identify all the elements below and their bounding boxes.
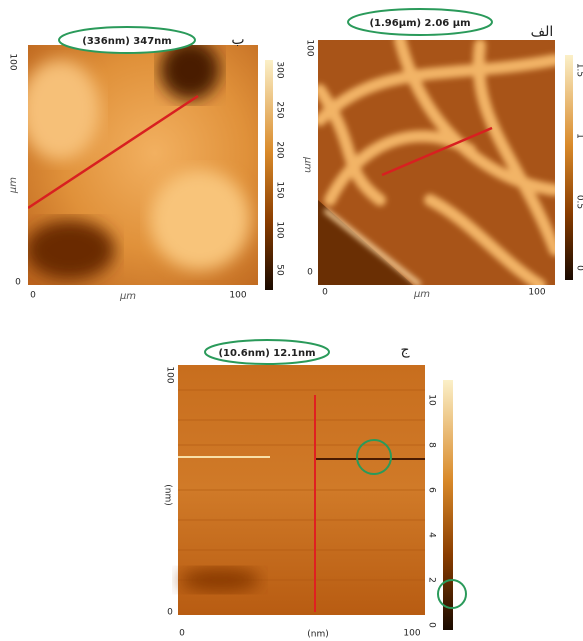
panel-label: ج [400, 342, 410, 358]
y-tick: 100 [165, 366, 175, 383]
colorbar-tick: 250 [275, 101, 285, 118]
colorbar-tick: 6 [427, 487, 437, 493]
colorbar-tick: 150 [275, 181, 285, 198]
panel-header: (10.6nm) 12.1nm [218, 348, 315, 359]
x-label: (nm) [307, 630, 329, 640]
y-label: µm [8, 177, 19, 194]
colorbar-tick: 1.5 [575, 63, 583, 77]
colorbar-tick: 0.5 [575, 195, 583, 209]
y-tick: 0 [15, 278, 21, 288]
y-tick: 100 [305, 39, 315, 56]
x-tick: 100 [528, 288, 545, 298]
x-tick: 0 [30, 291, 36, 301]
colorbar-tick: 200 [275, 141, 285, 158]
y-tick: 0 [167, 608, 173, 618]
colorbar-ticks: 300 250 200 150 100 50 [275, 61, 285, 276]
colorbar [565, 55, 573, 280]
afm-image [178, 365, 425, 615]
colorbar-tick: 1 [575, 133, 583, 139]
colorbar [443, 380, 453, 630]
panel-label: الف [531, 24, 554, 40]
y-tick: 100 [8, 53, 18, 70]
x-tick: 100 [403, 629, 420, 639]
y-tick: 0 [307, 268, 313, 278]
panel-header: (336nm) 347nm [82, 36, 171, 47]
colorbar-ticks: 1.5 1 0.5 0 [575, 63, 583, 271]
colorbar-tick: 2 [427, 577, 437, 583]
colorbar-tick: 50 [275, 264, 285, 276]
panel-header: (1.96µm) 2.06 µm [369, 18, 470, 29]
x-tick: 0 [179, 629, 185, 639]
colorbar-tick: 0 [575, 265, 583, 271]
colorbar-tick: 4 [427, 532, 437, 538]
x-tick: 0 [322, 288, 328, 298]
colorbar-tick: 0 [427, 622, 437, 628]
colorbar-tick: 8 [427, 442, 437, 448]
x-label: µm [413, 289, 430, 300]
panel-label: ب [231, 32, 244, 48]
figure: (336nm) 347nm ب 30025020015010050 100 0 … [0, 0, 583, 641]
x-label: µm [119, 291, 136, 302]
colorbar-ticks: 10 8 6 4 2 0 [427, 394, 437, 628]
colorbar-tick: 300 [275, 61, 285, 78]
afm-image [318, 40, 555, 300]
colorbar-tick: 100 [275, 221, 285, 238]
colorbar-tick: 10 [427, 394, 437, 406]
y-label: (nm) [163, 484, 173, 506]
y-label: µm [302, 156, 313, 173]
afm-image [20, 40, 258, 285]
colorbar [265, 60, 273, 290]
x-tick: 100 [229, 291, 246, 301]
